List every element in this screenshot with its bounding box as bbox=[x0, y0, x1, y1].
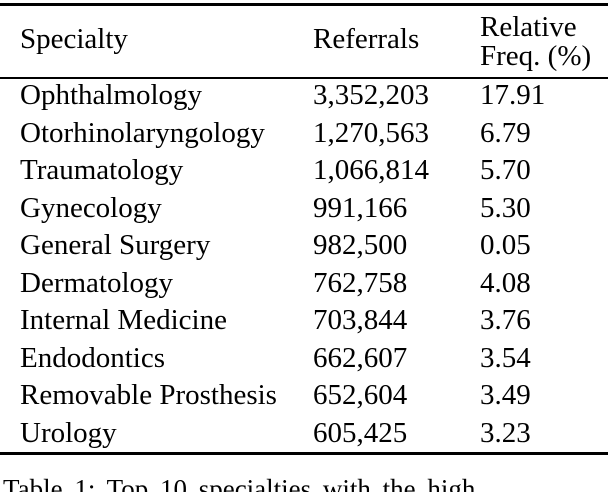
specialty-cell: Traumatology bbox=[20, 154, 184, 187]
relfreq-cell: 3.76 bbox=[480, 304, 531, 337]
referrals-cell: 662,607 bbox=[313, 341, 408, 374]
column-header-specialty: Specialty bbox=[20, 23, 128, 55]
table-top-rule bbox=[0, 3, 608, 6]
referrals-cell: 982,500 bbox=[313, 229, 408, 262]
specialty-cell: Urology bbox=[20, 416, 117, 449]
column-header-relative-freq-line2: Freq. (%) bbox=[480, 39, 592, 72]
column-header-referrals: Referrals bbox=[313, 23, 420, 55]
relfreq-cell: 3.49 bbox=[480, 379, 531, 412]
specialty-cell: Dermatology bbox=[20, 266, 174, 299]
table-caption-clipped: Table 1: Top 10 specialties with the hig… bbox=[3, 474, 476, 492]
table-mid-rule bbox=[0, 77, 608, 79]
table-row: Internal Medicine 703,844 3.76 bbox=[0, 302, 608, 340]
referrals-cell: 703,844 bbox=[313, 304, 408, 337]
table-row: Gynecology 991,166 5.30 bbox=[0, 190, 608, 228]
relfreq-cell: 3.23 bbox=[480, 416, 531, 449]
specialty-cell: Removable Prosthesis bbox=[20, 379, 277, 412]
referrals-cell: 3,352,203 bbox=[313, 79, 429, 112]
specialty-cell: Endodontics bbox=[20, 341, 165, 374]
relfreq-cell: 5.30 bbox=[480, 191, 531, 224]
specialty-cell: Ophthalmology bbox=[20, 79, 203, 112]
table-row: Endodontics 662,607 3.54 bbox=[0, 340, 608, 378]
relfreq-cell: 0.05 bbox=[480, 229, 531, 262]
referrals-cell: 1,270,563 bbox=[313, 116, 429, 149]
table-bottom-rule bbox=[0, 452, 608, 455]
specialty-cell: Gynecology bbox=[20, 191, 162, 224]
relfreq-cell: 3.54 bbox=[480, 341, 531, 374]
referrals-cell: 991,166 bbox=[313, 191, 408, 224]
specialty-cell: General Surgery bbox=[20, 229, 211, 262]
referrals-cell: 762,758 bbox=[313, 266, 408, 299]
specialty-cell: Otorhinolaryngology bbox=[20, 116, 265, 149]
referrals-cell: 605,425 bbox=[313, 416, 408, 449]
table-header-row: Specialty Referrals Relative Freq. (%) bbox=[0, 6, 608, 77]
table-row: Dermatology 762,758 4.08 bbox=[0, 265, 608, 303]
table-body: Ophthalmology 3,352,203 17.91 Otorhinola… bbox=[0, 77, 608, 452]
table-row: Urology 605,425 3.23 bbox=[0, 415, 608, 453]
column-header-relative-freq-line1: Relative bbox=[480, 10, 577, 43]
relfreq-cell: 4.08 bbox=[480, 266, 531, 299]
table-row: Ophthalmology 3,352,203 17.91 bbox=[0, 77, 608, 115]
table-row: Otorhinolaryngology 1,270,563 6.79 bbox=[0, 115, 608, 153]
table-row: Traumatology 1,066,814 5.70 bbox=[0, 152, 608, 190]
referrals-cell: 652,604 bbox=[313, 379, 408, 412]
referrals-cell: 1,066,814 bbox=[313, 154, 429, 187]
relfreq-cell: 5.70 bbox=[480, 154, 531, 187]
specialty-cell: Internal Medicine bbox=[20, 304, 227, 337]
table-row: General Surgery 982,500 0.05 bbox=[0, 227, 608, 265]
relfreq-cell: 17.91 bbox=[480, 79, 546, 112]
relfreq-cell: 6.79 bbox=[480, 116, 531, 149]
table-row: Removable Prosthesis 652,604 3.49 bbox=[0, 377, 608, 415]
column-header-relative-freq: Relative Freq. (%) bbox=[480, 10, 608, 72]
